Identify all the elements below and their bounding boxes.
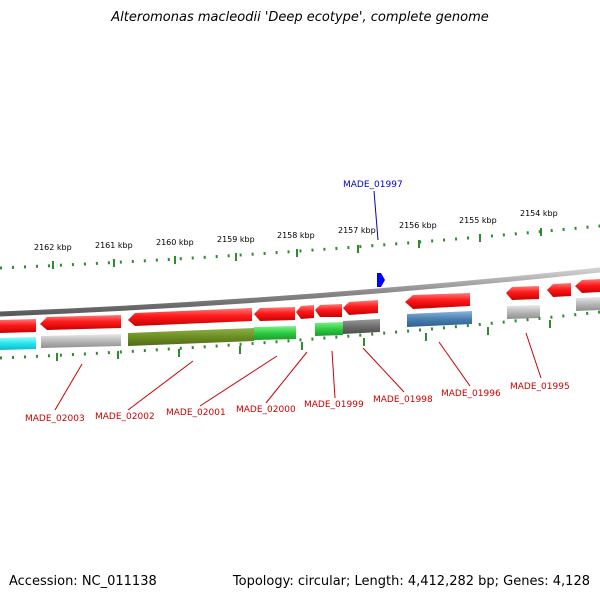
- scale-label: 2157 kbp: [338, 226, 376, 235]
- gene-track-cog: [0, 297, 600, 350]
- scale-label: 2154 kbp: [520, 209, 558, 218]
- strand-marker-icon: [377, 273, 385, 287]
- scale-label: 2162 kbp: [34, 243, 72, 252]
- gene-label[interactable]: MADE_02003: [25, 414, 85, 424]
- scale-ring-outer: [0, 224, 600, 270]
- gene-arrow[interactable]: [254, 307, 295, 321]
- scale-label: 2159 kbp: [217, 235, 255, 244]
- gene-arrow[interactable]: [506, 286, 539, 300]
- cog-bar[interactable]: [576, 297, 600, 311]
- gene-arrow[interactable]: [40, 315, 121, 330]
- gene-label[interactable]: MADE_02000: [236, 405, 296, 415]
- gene-track-forward: [0, 279, 600, 333]
- scale-label: 2160 kbp: [156, 238, 194, 247]
- cog-bar[interactable]: [507, 305, 540, 319]
- gene-arrow[interactable]: [296, 305, 314, 319]
- gene-arrow[interactable]: [315, 304, 342, 317]
- gene-label-leaders: [54, 332, 542, 411]
- scale-labels: 2162 kbp 2161 kbp 2160 kbp 2159 kbp 2158…: [34, 209, 558, 252]
- gene-label[interactable]: MADE_01999: [304, 400, 364, 410]
- gene-arrow[interactable]: [128, 308, 252, 326]
- gene-label[interactable]: MADE_02001: [166, 408, 226, 418]
- scale-label: 2161 kbp: [95, 241, 133, 250]
- gene-label[interactable]: MADE_02002: [95, 412, 155, 422]
- gene-arrow[interactable]: [343, 300, 378, 315]
- cog-bar[interactable]: [0, 337, 36, 350]
- gene-label[interactable]: MADE_01998: [373, 395, 433, 405]
- scale-label: 2156 kbp: [399, 221, 437, 230]
- page-title: Alteromonas macleodii 'Deep ecotype', co…: [111, 10, 489, 25]
- scale-inner-ticks: [56, 320, 551, 361]
- highlighted-gene-leader: [373, 190, 379, 241]
- scale-label: 2158 kbp: [277, 231, 315, 240]
- cog-bar[interactable]: [407, 311, 472, 327]
- gene-labels: MADE_02003 MADE_02002 MADE_02001 MADE_02…: [25, 382, 570, 424]
- scale-ring-inner: [0, 310, 600, 360]
- highlighted-gene-label[interactable]: MADE_01997: [343, 180, 403, 190]
- cog-bar[interactable]: [315, 322, 343, 336]
- gene-arrow[interactable]: [575, 279, 600, 293]
- cog-bar[interactable]: [254, 326, 296, 340]
- gene-arrow[interactable]: [0, 319, 36, 333]
- gene-label[interactable]: MADE_01995: [510, 382, 570, 392]
- gene-label[interactable]: MADE_01996: [441, 389, 501, 399]
- scale-label: 2155 kbp: [459, 216, 497, 225]
- accession-text: Accession: NC_011138: [9, 574, 157, 589]
- gene-arrow[interactable]: [405, 293, 470, 309]
- gene-arrow[interactable]: [547, 283, 571, 297]
- cog-bar[interactable]: [128, 328, 254, 346]
- topology-text: Topology: circular; Length: 4,412,282 bp…: [232, 574, 590, 589]
- scale-major-ticks: [52, 228, 542, 269]
- genome-backbone: [0, 267, 600, 317]
- cog-bar[interactable]: [41, 334, 121, 348]
- cog-bar[interactable]: [343, 319, 380, 334]
